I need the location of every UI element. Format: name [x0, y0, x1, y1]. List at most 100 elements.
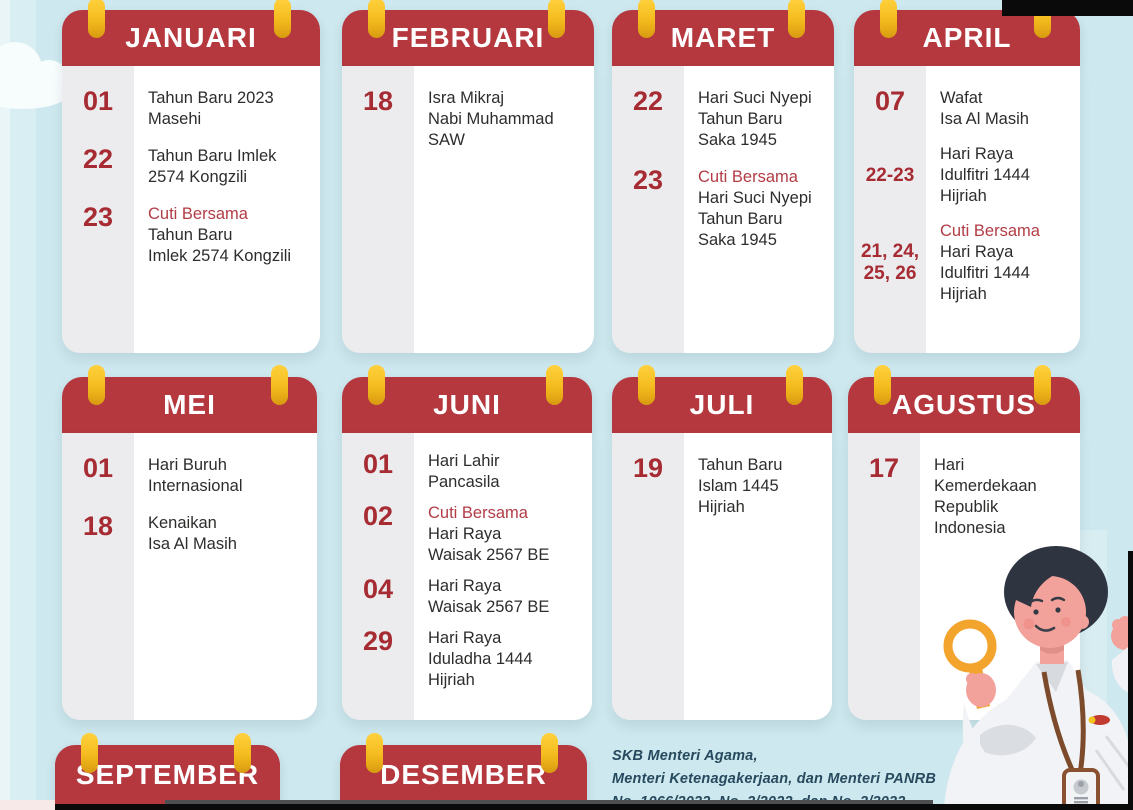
pin-icon [786, 365, 803, 405]
pin-icon [546, 365, 563, 405]
pin-icon [788, 0, 805, 38]
month-card-juni: JUNI 01 Hari Lahir Pancasila 02 Cuti Ber… [342, 365, 592, 720]
holiday-date: 01 [362, 449, 394, 479]
month-body: 18 Isra Mikraj Nabi Muhammad SAW [342, 66, 594, 353]
holiday-date: 02 [362, 501, 394, 531]
pin-icon [274, 0, 291, 38]
pin-icon [541, 733, 558, 773]
holiday-entry: 22 Hari Suci Nyepi Tahun Baru Saka 1945 [612, 88, 834, 151]
cuti-bersama-label: Cuti Bersama [148, 205, 248, 223]
holiday-name: Kenaikan Isa Al Masih [148, 514, 237, 553]
pin-icon [874, 365, 891, 405]
holiday-entry: 19 Tahun Baru Islam 1445 Hijriah [612, 455, 832, 518]
month-body: 22 Hari Suci Nyepi Tahun Baru Saka 1945 … [612, 66, 834, 353]
month-title: MARET [670, 22, 776, 53]
holiday-name: Tahun Baru Imlek 2574 Kongzili [148, 147, 277, 186]
screenshot-shadow-strip [165, 800, 933, 806]
month-title: SEPTEMBER [75, 759, 260, 790]
background-stripe [10, 0, 36, 810]
holiday-entry: 23 Cuti Bersama Tahun Baru Imlek 2574 Kon… [62, 204, 320, 267]
holiday-name: Hari Kemerdekaan Republik Indonesia [934, 456, 1037, 537]
background-stripe [0, 0, 10, 810]
month-title: FEBRUARI [391, 22, 545, 53]
holiday-entry: 07 Wafat Isa Al Masih [854, 88, 1080, 130]
month-card-februari: FEBRUARI 18 Isra Mikraj Nabi Muhammad SA… [342, 0, 594, 353]
holiday-date: 23 [82, 202, 114, 232]
holiday-entry: 23 Cuti Bersama Hari Suci Nyepi Tahun Bar… [612, 167, 834, 251]
holiday-name: Isra Mikraj Nabi Muhammad SAW [428, 89, 554, 149]
holiday-name: Hari Raya Waisak 2567 BE [428, 577, 550, 616]
month-card-juli: JULI 19 Tahun Baru Islam 1445 Hijriah [612, 365, 832, 720]
month-body: 07 Wafat Isa Al Masih 22-23 Hari Raya Id… [854, 66, 1080, 353]
month-title: DESEMBER [380, 759, 547, 790]
illustration-man-magnifier [943, 546, 1133, 810]
holiday-entry: 29 Hari Raya Iduladha 1444 Hijriah [342, 628, 592, 691]
month-body: 01 Hari Lahir Pancasila 02 Cuti Bersama H… [342, 433, 592, 720]
pin-icon [88, 0, 105, 38]
holiday-name: Hari Lahir Pancasila [428, 452, 500, 491]
cuti-bersama-label: Cuti Bersama [940, 222, 1040, 240]
pin-icon [638, 365, 655, 405]
screenshot-black-bar [1002, 0, 1133, 16]
pin-icon [271, 365, 288, 405]
holiday-entry: 17 Hari Kemerdekaan Republik Indonesia [848, 455, 1080, 539]
holiday-entry: 04 Hari Raya Waisak 2567 BE [342, 576, 592, 618]
month-title: MEI [163, 389, 216, 420]
cuti-bersama-label: Cuti Bersama [428, 504, 528, 522]
month-body: 01 Tahun Baru 2023 Masehi 22 Tahun Baru … [62, 66, 320, 353]
pin-icon [548, 0, 565, 38]
holiday-date: 23 [632, 165, 664, 195]
pin-icon [88, 365, 105, 405]
holiday-date: 29 [362, 626, 394, 656]
holiday-entry: 18 Isra Mikraj Nabi Muhammad SAW [342, 88, 594, 151]
holiday-name: Tahun Baru Islam 1445 Hijriah [698, 456, 783, 516]
pin-icon [880, 0, 897, 38]
holiday-entry: 21, 24, 25, 26 Cuti Bersama Hari Raya Idu… [854, 221, 1080, 305]
month-card-desember: DESEMBER [340, 733, 587, 805]
pin-icon [368, 365, 385, 405]
footer-line: Menteri Ketenagakerjaan, dan Menteri PAN… [612, 771, 936, 787]
holiday-entry: 22-23 Hari Raya Idulfitri 1444 Hijriah [854, 144, 1080, 207]
pin-icon [366, 733, 383, 773]
screenshot-edge-strip [0, 800, 55, 810]
month-body: 19 Tahun Baru Islam 1445 Hijriah [612, 433, 832, 720]
holiday-date: 18 [82, 511, 114, 541]
holiday-date: 17 [868, 453, 900, 483]
month-title: JULI [689, 389, 755, 420]
holiday-name: Tahun Baru 2023 Masehi [148, 89, 274, 128]
holiday-entry: 01 Hari Buruh Internasional [62, 455, 317, 497]
holiday-name: Hari Suci Nyepi Tahun Baru Saka 1945 [698, 189, 812, 249]
month-title: APRIL [922, 22, 1012, 53]
month-card-april: APRIL 07 Wafat Isa Al Masih 22-23 Hari R… [854, 0, 1080, 353]
screenshot-black-bar [1128, 551, 1133, 810]
footer-line: SKB Menteri Agama, [612, 748, 758, 764]
holiday-date: 01 [82, 453, 114, 483]
holiday-date: 22 [632, 86, 664, 116]
holiday-entry: 18 Kenaikan Isa Al Masih [62, 513, 317, 555]
holiday-date: 22 [82, 144, 114, 174]
holiday-name: Tahun Baru Imlek 2574 Kongzili [148, 226, 292, 265]
month-title: AGUSTUS [892, 389, 1036, 420]
holiday-date: 21, 24, 25, 26 [860, 241, 920, 284]
pin-icon [234, 733, 251, 773]
month-card-mei: MEI 01 Hari Buruh Internasional 18 Kenai… [62, 365, 317, 720]
month-title: JANUARI [125, 22, 257, 53]
pin-icon [368, 0, 385, 38]
month-title: JUNI [433, 389, 501, 420]
holiday-name: Hari Raya Waisak 2567 BE [428, 525, 550, 564]
holiday-date: 19 [632, 453, 664, 483]
holiday-date: 18 [362, 86, 394, 116]
holiday-name: Hari Raya Iduladha 1444 Hijriah [428, 629, 533, 689]
holiday-entry: 01 Tahun Baru 2023 Masehi [62, 88, 320, 130]
month-card-maret: MARET 22 Hari Suci Nyepi Tahun Baru Saka… [612, 0, 834, 353]
screenshot-black-bar [55, 804, 1133, 810]
holiday-entry: 02 Cuti Bersama Hari Raya Waisak 2567 BE [342, 503, 592, 566]
pin-icon [81, 733, 98, 773]
cloud-icon [0, 42, 73, 109]
holiday-date: 04 [362, 574, 394, 604]
month-card-januari: JANUARI 01 Tahun Baru 2023 Masehi 22 Tah… [62, 0, 320, 353]
holiday-date: 07 [874, 86, 906, 116]
holiday-entry: 01 Hari Lahir Pancasila [342, 451, 592, 493]
holiday-date: 22-23 [865, 164, 915, 186]
